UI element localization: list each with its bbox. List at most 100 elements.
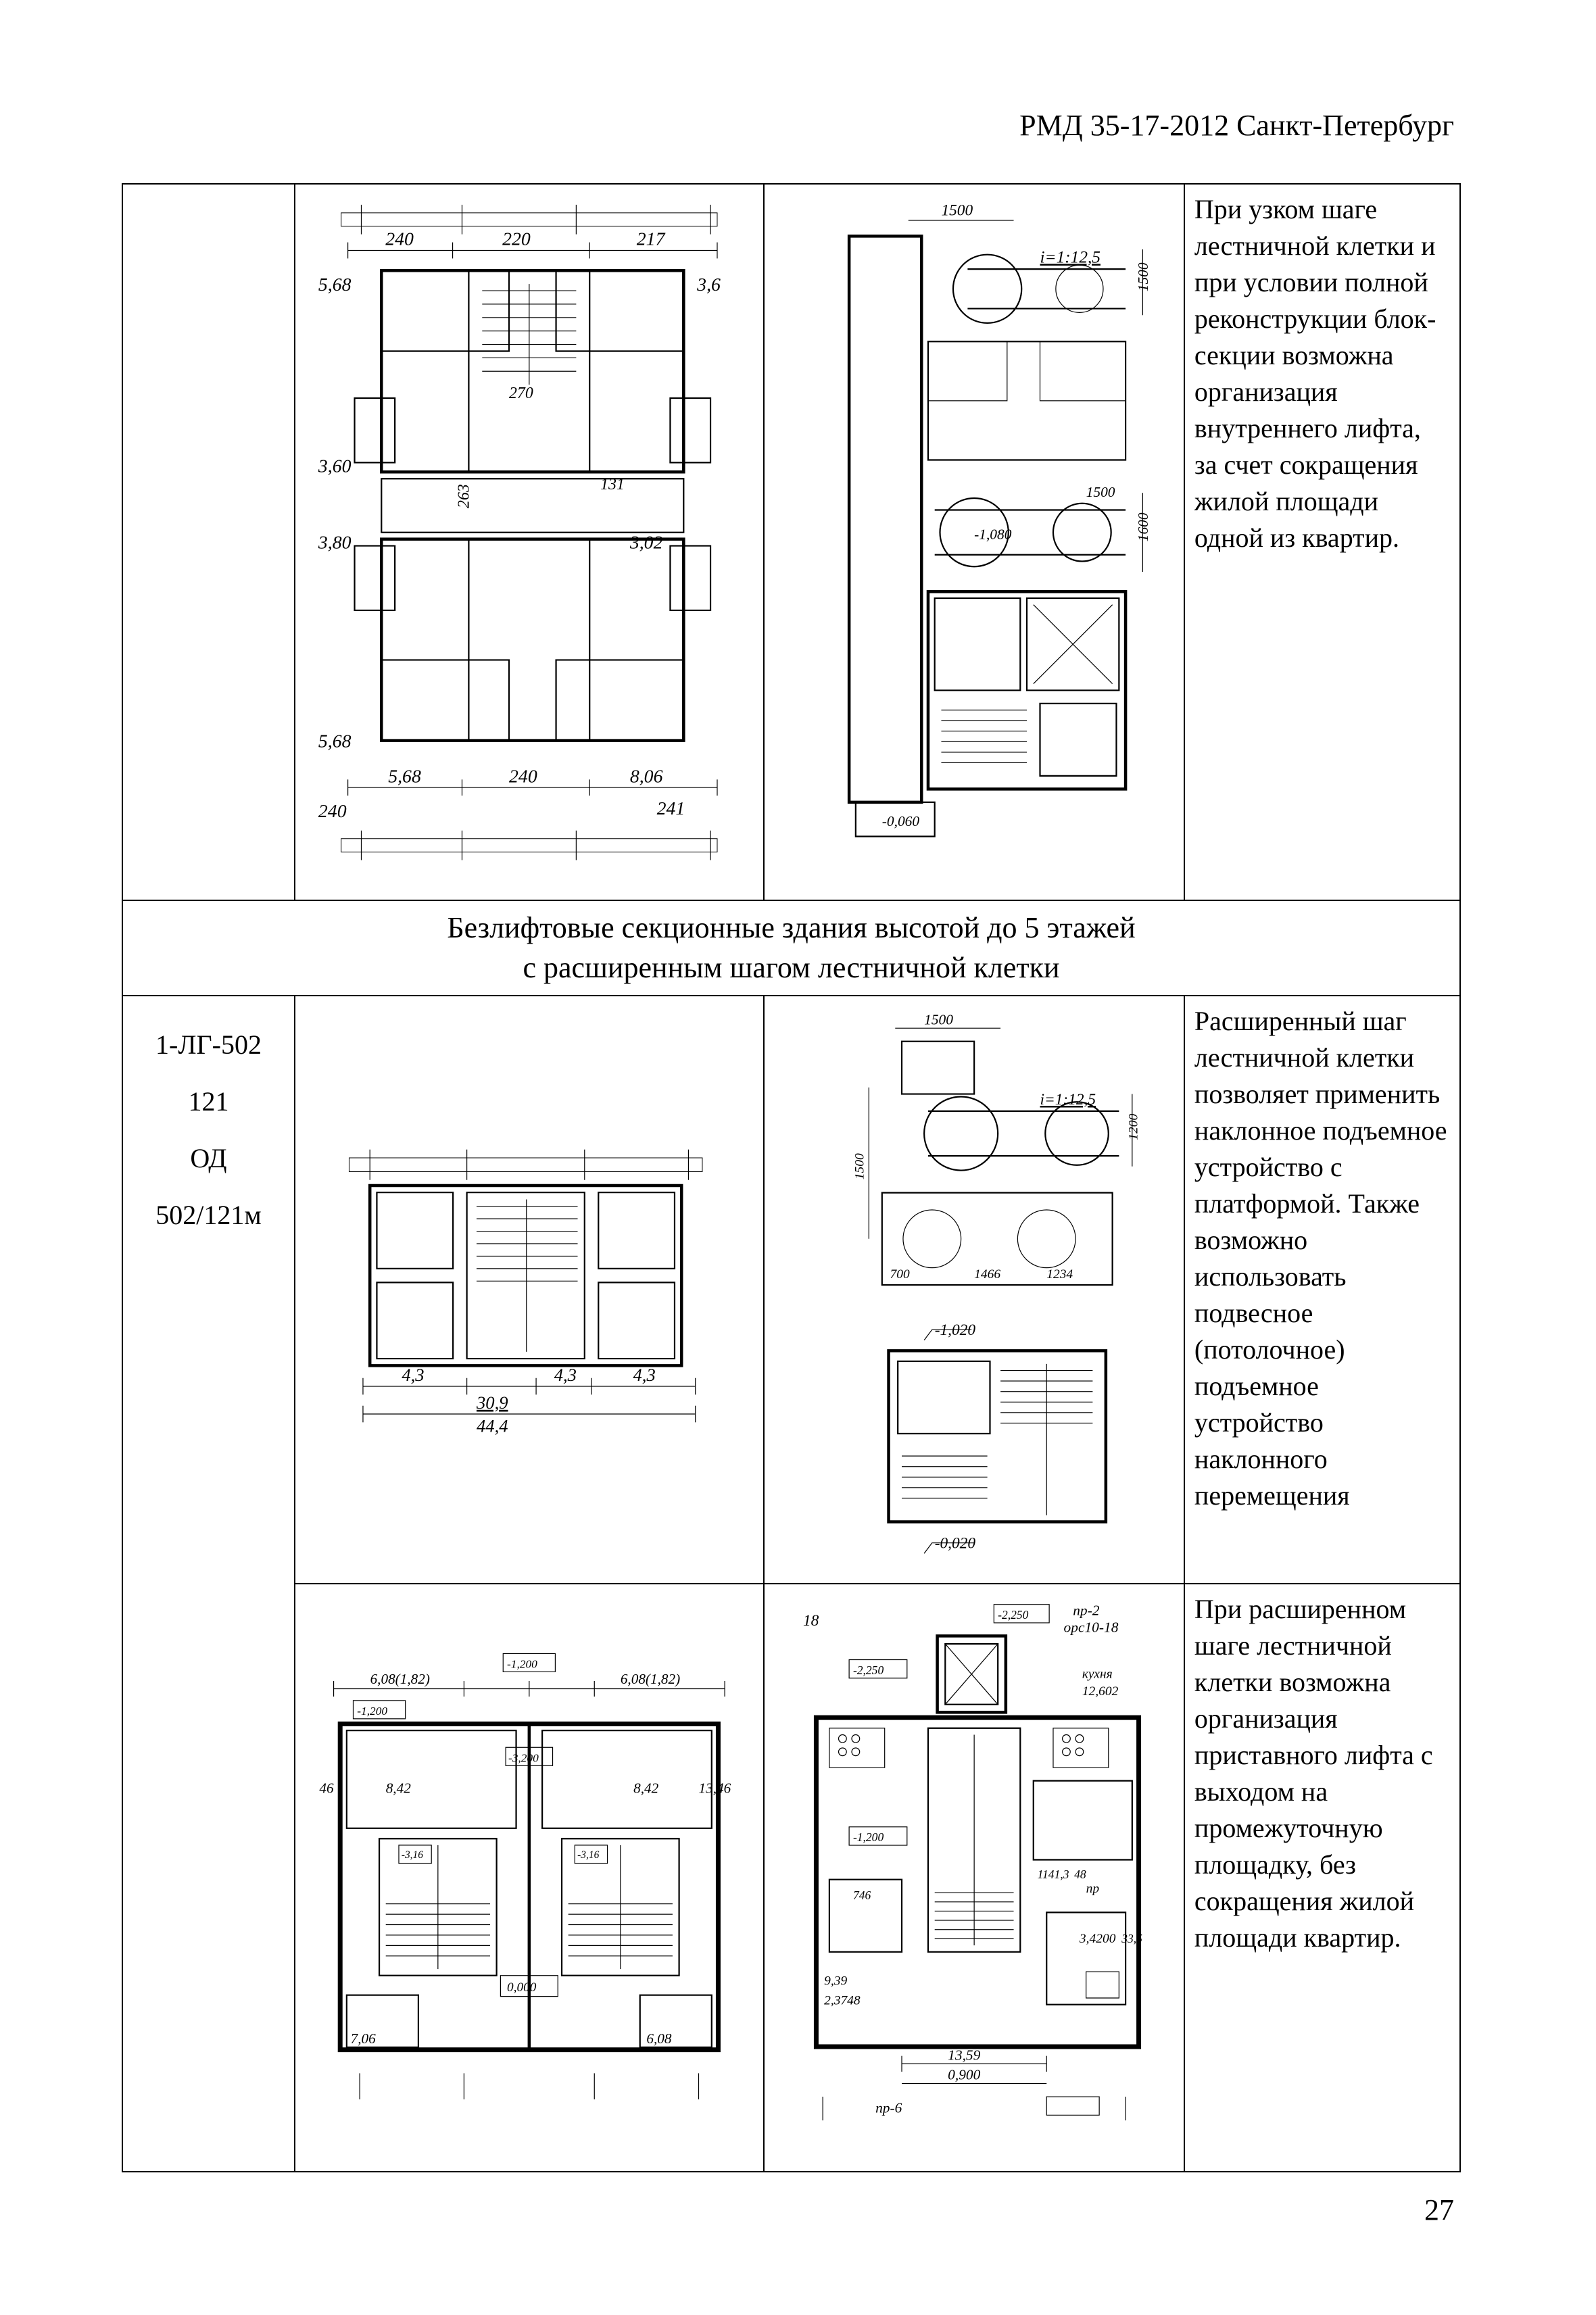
slope-label: i=1:12,5 — [1040, 247, 1100, 266]
row3-note-cell: При расширенном шаге лестничной клетки в… — [1184, 1584, 1460, 2172]
dim-label: 8,06 — [630, 766, 663, 787]
row1-id-cell — [122, 184, 295, 900]
dim-label: 240 — [509, 766, 537, 787]
floorplan-svg: 1500 i=1:12,5 1200 1500 — [777, 1008, 1171, 1561]
dim-label: 44,4 — [477, 1416, 508, 1436]
table-row: 240 220 217 5,68 3,60 3,80 5,68 240 3,6 — [122, 184, 1460, 900]
section-header-cell: Безлифтовые секционные здания высотой до… — [122, 900, 1460, 996]
note-text: При узком шаге лестничной клетки и при у… — [1185, 185, 1459, 563]
page-header: РМД 35-17-2012 Санкт-Петербург — [122, 108, 1461, 143]
dim-label: 131 — [600, 476, 625, 493]
level-mark: -1,200 — [357, 1705, 387, 1717]
row3-plan-b-cell: -2,250 пр-2 орс10-18 18 -2,250 кухня 12,… — [764, 1584, 1184, 2172]
page-number: 27 — [1424, 2193, 1454, 2227]
dim-label: 3,6 — [696, 274, 721, 295]
plan-label: пр — [1086, 1882, 1099, 1896]
dim-label: 240 — [385, 229, 414, 250]
floorplan: 240 220 217 5,68 3,60 3,80 5,68 240 3,6 — [308, 197, 751, 868]
section-header-line1: Безлифтовые секционные здания высотой до… — [128, 908, 1454, 948]
note-text: При расширенном шаге лестничной клетки в… — [1185, 1584, 1459, 1963]
series-id: ОД — [130, 1130, 287, 1187]
dim-label: 3,80 — [318, 533, 352, 554]
dim-label: 1141,3 — [1037, 1868, 1069, 1881]
row1-plan-b-cell: 1500 i=1:12,5 1500 1500 — [764, 184, 1184, 900]
dim-label: 0,900 — [948, 2067, 980, 2083]
dim-label: 1600 — [1135, 512, 1151, 541]
row2-plan-a-cell: 4,3 4,3 4,3 30,9 44,4 — [295, 996, 764, 1584]
floorplan-svg: 6,08(1,82) 6,08(1,82) -1,200 -1,200 - — [308, 1643, 751, 2112]
dim-label: 1500 — [852, 1153, 867, 1179]
dim-label: 1200 — [1126, 1113, 1140, 1140]
dim-label: 4,3 — [402, 1365, 424, 1385]
row3-plan-a-cell: 6,08(1,82) 6,08(1,82) -1,200 -1,200 - — [295, 1584, 764, 2172]
dim-label: 241 — [657, 798, 685, 819]
dim-label: 6,08 — [646, 2030, 672, 2047]
dim-label: 6,08(1,82) — [370, 1670, 430, 1686]
dim-label: 1234 — [1046, 1267, 1073, 1282]
dim-label: 700 — [890, 1267, 909, 1282]
dim-label: 1500 — [941, 201, 973, 219]
note-text: Расширенный шаг лестничной клетки позвол… — [1185, 996, 1459, 1521]
dim-label: 3,4200 — [1079, 1932, 1116, 1946]
level-mark: -1,200 — [853, 1830, 884, 1844]
row2-id-cell: 1-ЛГ-502 121 ОД 502/121м — [122, 996, 295, 2172]
dim-label: 240 — [318, 801, 347, 822]
dim-label: 9,39 — [824, 1974, 847, 1988]
row1-plan-a-cell: 240 220 217 5,68 3,60 3,80 5,68 240 3,6 — [295, 184, 764, 900]
dim-label: 13,46 — [699, 1780, 731, 1796]
dim-label: 1500 — [1086, 484, 1115, 500]
dim-label: 6,08(1,82) — [621, 1670, 680, 1686]
plan-label: орс10-18 — [1063, 1619, 1118, 1635]
dim-label: 7,06 — [351, 2030, 377, 2047]
level-mark: -1,200 — [507, 1657, 537, 1670]
row1-note-cell: При узком шаге лестничной клетки и при у… — [1184, 184, 1460, 900]
dim-label: 8,42 — [386, 1780, 412, 1796]
level-mark: -1,080 — [974, 526, 1012, 542]
floorplan: 1500 i=1:12,5 1500 1500 — [777, 197, 1171, 855]
dim-label: 270 — [509, 385, 533, 402]
level-mark: -3,200 — [508, 1751, 539, 1764]
dim-label: 1466 — [974, 1267, 1000, 1282]
level-mark: -2,250 — [853, 1663, 884, 1677]
floorplan: -2,250 пр-2 орс10-18 18 -2,250 кухня 12,… — [777, 1597, 1171, 2123]
level-mark: -3,16 — [402, 1849, 423, 1861]
plan-label: кухня — [1082, 1667, 1112, 1682]
floorplan: 1500 i=1:12,5 1200 1500 — [777, 1008, 1171, 1561]
dim-label: 5,68 — [318, 274, 352, 295]
floorplan-svg: -2,250 пр-2 орс10-18 18 -2,250 кухня 12,… — [777, 1597, 1171, 2123]
series-id: 121 — [130, 1073, 287, 1130]
dim-label: 13,59 — [948, 2047, 980, 2063]
dim-label: 33,5 — [1121, 1932, 1142, 1945]
dim-label: 4,3 — [633, 1365, 656, 1385]
floorplan-svg: 4,3 4,3 4,3 30,9 44,4 — [308, 1130, 751, 1448]
dim-label: 220 — [502, 229, 531, 250]
table-row: 6,08(1,82) 6,08(1,82) -1,200 -1,200 - — [122, 1584, 1460, 2172]
main-table: 240 220 217 5,68 3,60 3,80 5,68 240 3,6 — [122, 183, 1461, 2172]
dim-label: 3,60 — [318, 456, 352, 477]
dim-label: 46 — [319, 1780, 334, 1796]
dim-label: 30,9 — [476, 1392, 508, 1413]
dim-label: 5,68 — [388, 766, 421, 787]
level-mark: -1,020 — [934, 1321, 975, 1339]
floorplan-svg: 1500 i=1:12,5 1500 1500 — [777, 197, 1171, 855]
dim-label: 48 — [1074, 1868, 1086, 1881]
dim-label: 3,02 — [629, 533, 663, 554]
row2-note-cell: Расширенный шаг лестничной клетки позвол… — [1184, 996, 1460, 1584]
series-id: 502/121м — [130, 1187, 287, 1244]
dim-label: 8,42 — [633, 1780, 659, 1796]
dim-label: 5,68 — [318, 731, 352, 752]
series-id: 1-ЛГ-502 — [130, 1017, 287, 1073]
dim-label: 4,3 — [554, 1365, 577, 1385]
level-mark: -2,250 — [998, 1608, 1028, 1622]
floorplan: 4,3 4,3 4,3 30,9 44,4 — [308, 1008, 751, 1571]
plan-label: пр-6 — [875, 2099, 902, 2116]
dim-label: 1500 — [924, 1011, 953, 1027]
dim-label: 18 — [803, 1612, 819, 1630]
level-mark: -0,020 — [934, 1534, 975, 1552]
dim-label: 1500 — [1135, 262, 1151, 291]
section-header-row: Безлифтовые секционные здания высотой до… — [122, 900, 1460, 996]
row2-plan-b-cell: 1500 i=1:12,5 1200 1500 — [764, 996, 1184, 1584]
level-mark: -0,060 — [881, 813, 919, 829]
table-row: 1-ЛГ-502 121 ОД 502/121м — [122, 996, 1460, 1584]
dim-label: 12,602 — [1082, 1684, 1118, 1699]
